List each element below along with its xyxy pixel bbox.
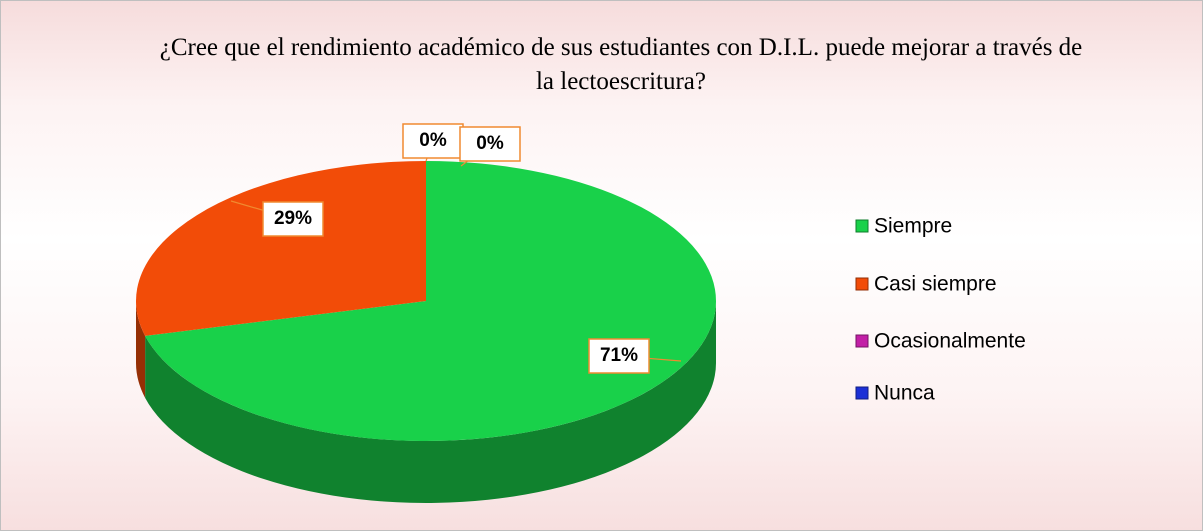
data-label: 0%: [419, 130, 447, 151]
legend-label: Ocasionalmente: [874, 330, 1026, 353]
legend-swatch: [855, 277, 869, 291]
label-box: [402, 123, 464, 159]
slice-side: [136, 301, 146, 398]
legend-label: Siempre: [874, 215, 952, 238]
slice: [145, 161, 716, 442]
legend-swatch: [855, 219, 869, 233]
data-label: 29%: [274, 208, 312, 229]
chart-title: ¿Cree que el rendimiento académico de su…: [159, 34, 1083, 95]
slice: [136, 161, 427, 336]
label-box: [588, 338, 650, 374]
data-label: 0%: [476, 133, 504, 154]
legend-swatch: [855, 334, 869, 348]
legend-label: Casi siempre: [874, 273, 997, 296]
data-label: 71%: [600, 345, 638, 366]
legend-swatch: [855, 386, 869, 400]
legend-label: Nunca: [874, 382, 935, 405]
slice-side: [145, 301, 716, 504]
label-box: [459, 126, 521, 162]
label-box: [262, 201, 324, 237]
